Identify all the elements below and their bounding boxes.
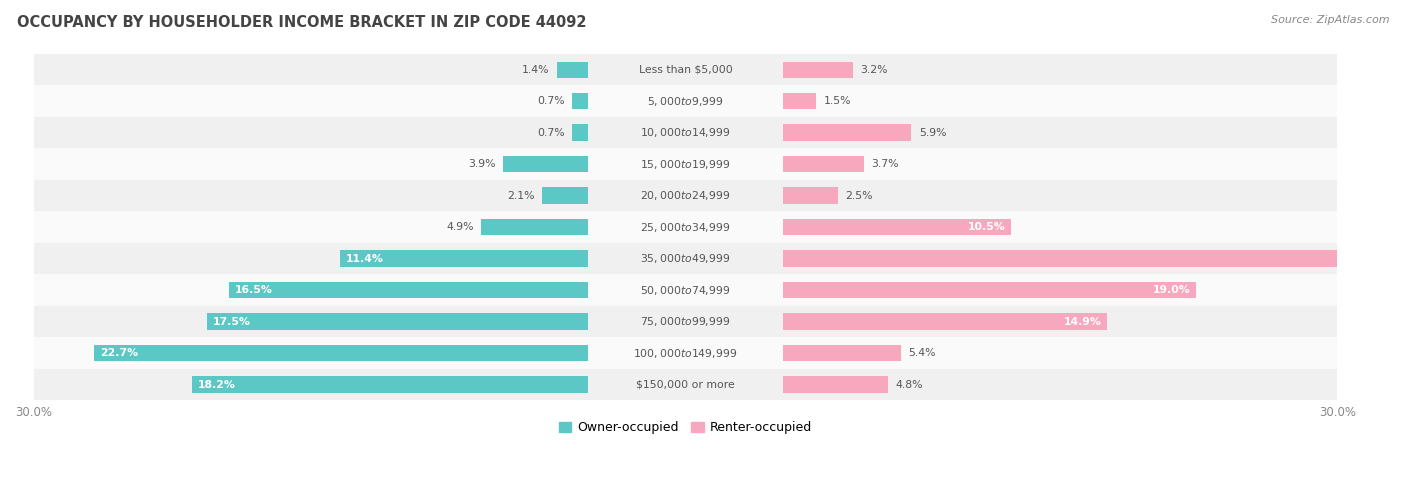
FancyBboxPatch shape [34, 211, 1337, 243]
Bar [229, 282, 588, 298]
Bar [543, 187, 588, 204]
FancyBboxPatch shape [34, 243, 1337, 274]
Legend: Owner-occupied, Renter-occupied: Owner-occupied, Renter-occupied [554, 416, 817, 439]
Bar [783, 219, 1011, 235]
Text: Less than $5,000: Less than $5,000 [638, 65, 733, 75]
Bar [783, 282, 1197, 298]
Text: 4.8%: 4.8% [896, 379, 922, 390]
Text: 19.0%: 19.0% [1153, 285, 1191, 295]
FancyBboxPatch shape [34, 54, 1337, 85]
Bar [783, 345, 901, 361]
Text: 4.9%: 4.9% [446, 222, 474, 232]
Bar [783, 187, 838, 204]
Bar [783, 314, 1107, 330]
Text: $20,000 to $24,999: $20,000 to $24,999 [640, 189, 731, 202]
FancyBboxPatch shape [34, 85, 1337, 117]
Text: 3.9%: 3.9% [468, 159, 495, 169]
Bar [783, 156, 863, 172]
Text: $15,000 to $19,999: $15,000 to $19,999 [640, 158, 731, 170]
Text: $25,000 to $34,999: $25,000 to $34,999 [640, 221, 731, 234]
Text: $10,000 to $14,999: $10,000 to $14,999 [640, 126, 731, 139]
Bar [193, 376, 588, 393]
Bar [783, 250, 1406, 267]
Text: 14.9%: 14.9% [1064, 317, 1102, 327]
FancyBboxPatch shape [34, 149, 1337, 180]
FancyBboxPatch shape [34, 117, 1337, 149]
Bar [340, 250, 588, 267]
Text: $5,000 to $9,999: $5,000 to $9,999 [647, 94, 724, 108]
Text: 0.7%: 0.7% [537, 128, 565, 138]
Bar [207, 314, 588, 330]
Text: 0.7%: 0.7% [537, 96, 565, 106]
Text: 11.4%: 11.4% [346, 254, 384, 263]
FancyBboxPatch shape [34, 180, 1337, 211]
Text: $50,000 to $74,999: $50,000 to $74,999 [640, 283, 731, 297]
FancyBboxPatch shape [34, 274, 1337, 306]
Bar [783, 376, 887, 393]
Text: 3.2%: 3.2% [860, 65, 889, 75]
Text: 17.5%: 17.5% [212, 317, 250, 327]
FancyBboxPatch shape [34, 369, 1337, 400]
Text: 28.7%: 28.7% [1364, 254, 1402, 263]
Text: 16.5%: 16.5% [235, 285, 273, 295]
Text: 1.5%: 1.5% [824, 96, 851, 106]
Text: Source: ZipAtlas.com: Source: ZipAtlas.com [1271, 15, 1389, 25]
Text: $35,000 to $49,999: $35,000 to $49,999 [640, 252, 731, 265]
Bar [783, 93, 815, 110]
Text: 2.1%: 2.1% [508, 190, 534, 201]
Bar [572, 93, 588, 110]
Bar [94, 345, 588, 361]
Bar [503, 156, 588, 172]
Text: 5.9%: 5.9% [920, 128, 946, 138]
FancyBboxPatch shape [34, 306, 1337, 337]
Bar [572, 125, 588, 141]
Text: $150,000 or more: $150,000 or more [636, 379, 735, 390]
FancyBboxPatch shape [34, 337, 1337, 369]
Text: 10.5%: 10.5% [969, 222, 1007, 232]
Text: OCCUPANCY BY HOUSEHOLDER INCOME BRACKET IN ZIP CODE 44092: OCCUPANCY BY HOUSEHOLDER INCOME BRACKET … [17, 15, 586, 30]
Text: 2.5%: 2.5% [845, 190, 873, 201]
Text: 5.4%: 5.4% [908, 348, 936, 358]
Text: $100,000 to $149,999: $100,000 to $149,999 [633, 347, 738, 359]
Text: 3.7%: 3.7% [872, 159, 898, 169]
Bar [783, 61, 853, 78]
Text: 18.2%: 18.2% [198, 379, 235, 390]
Bar [783, 125, 911, 141]
Bar [481, 219, 588, 235]
Bar [557, 61, 588, 78]
Text: 22.7%: 22.7% [100, 348, 138, 358]
Text: $75,000 to $99,999: $75,000 to $99,999 [640, 315, 731, 328]
Text: 1.4%: 1.4% [522, 65, 550, 75]
